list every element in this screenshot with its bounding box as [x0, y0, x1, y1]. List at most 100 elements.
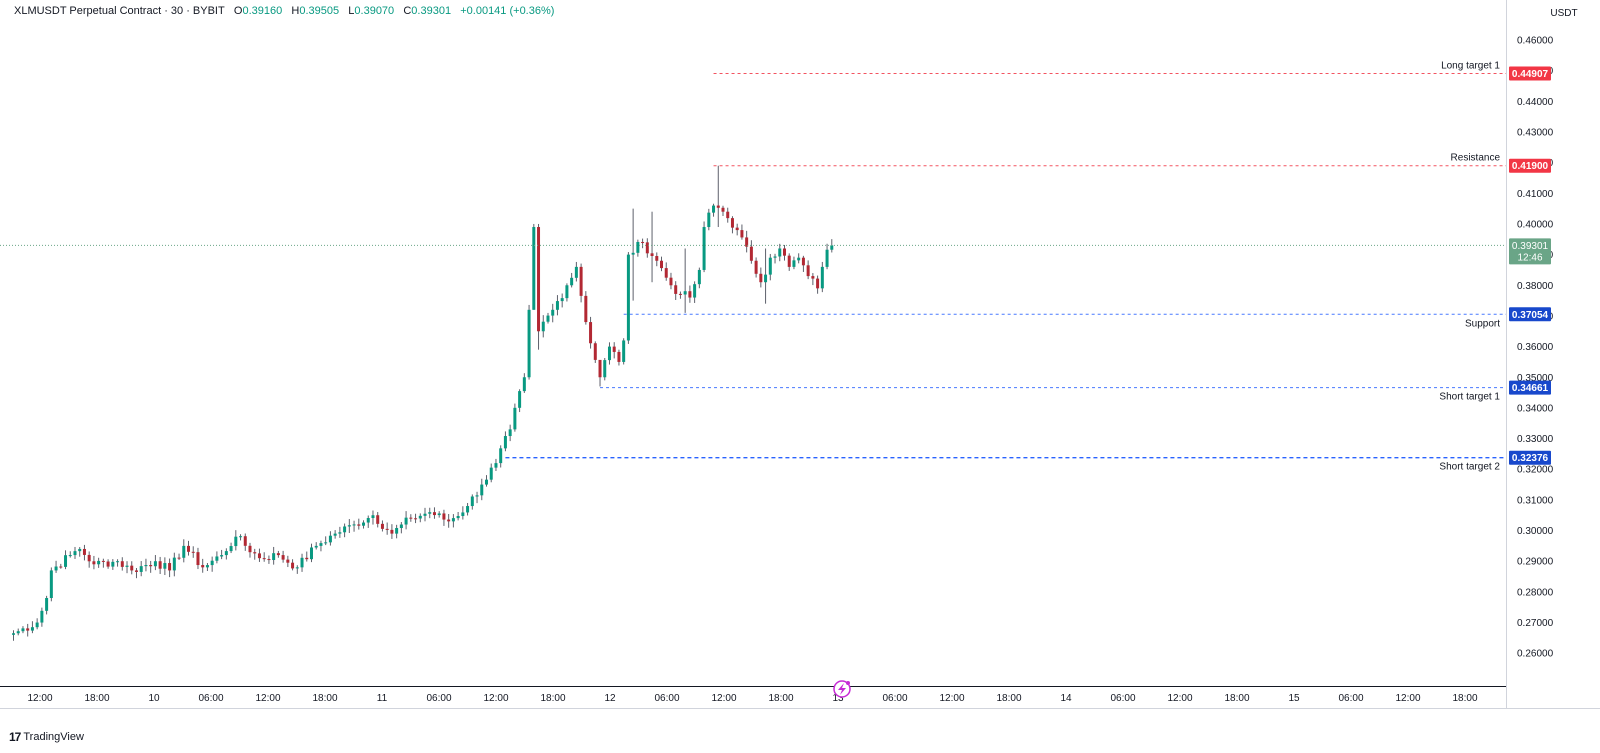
candle[interactable]	[712, 203, 716, 217]
candle[interactable]	[555, 295, 559, 316]
candle[interactable]	[352, 520, 356, 532]
candle[interactable]	[153, 555, 157, 571]
candle[interactable]	[442, 509, 446, 526]
candle[interactable]	[357, 518, 361, 530]
candle[interactable]	[21, 626, 25, 634]
candle[interactable]	[607, 342, 611, 365]
candle[interactable]	[593, 341, 597, 363]
candle[interactable]	[30, 621, 34, 634]
candle[interactable]	[418, 513, 422, 523]
candle[interactable]	[73, 546, 77, 559]
candle[interactable]	[253, 548, 257, 560]
candle[interactable]	[825, 243, 829, 270]
candle[interactable]	[286, 555, 290, 568]
candle[interactable]	[787, 253, 791, 271]
candle[interactable]	[574, 261, 578, 282]
candle[interactable]	[262, 552, 266, 562]
candle[interactable]	[309, 543, 313, 563]
candle[interactable]	[494, 458, 498, 472]
candle[interactable]	[806, 260, 810, 280]
candle[interactable]	[201, 558, 205, 573]
candle[interactable]	[210, 556, 214, 572]
candle[interactable]	[513, 403, 517, 432]
candle[interactable]	[532, 223, 536, 310]
candle[interactable]	[26, 623, 30, 637]
candle[interactable]	[485, 475, 488, 487]
candle[interactable]	[470, 494, 474, 510]
tradingview-logo[interactable]: 17 TradingView	[9, 730, 84, 744]
candle[interactable]	[598, 359, 602, 387]
candle[interactable]	[376, 512, 380, 528]
candle[interactable]	[631, 208, 635, 301]
candle[interactable]	[565, 283, 569, 302]
candle[interactable]	[224, 548, 228, 560]
candle[interactable]	[414, 513, 418, 524]
candle[interactable]	[560, 293, 564, 308]
candle[interactable]	[144, 558, 148, 572]
candle[interactable]	[674, 281, 678, 300]
candle[interactable]	[16, 628, 20, 636]
candle[interactable]	[754, 257, 758, 278]
candle[interactable]	[508, 424, 512, 442]
candle[interactable]	[759, 267, 763, 288]
candle[interactable]	[87, 551, 91, 568]
candle[interactable]	[343, 523, 347, 538]
candle[interactable]	[522, 373, 526, 393]
candle[interactable]	[797, 253, 801, 264]
candle[interactable]	[324, 536, 328, 546]
candle[interactable]	[333, 530, 337, 539]
candle[interactable]	[551, 303, 555, 323]
candle[interactable]	[678, 291, 682, 299]
candle[interactable]	[134, 567, 138, 579]
candle[interactable]	[735, 223, 739, 236]
candle[interactable]	[669, 272, 673, 290]
candle[interactable]	[466, 502, 470, 516]
candle[interactable]	[125, 561, 129, 574]
candle[interactable]	[456, 512, 460, 521]
candle[interactable]	[617, 349, 621, 366]
candle[interactable]	[745, 230, 749, 253]
candle[interactable]	[423, 507, 427, 522]
candle[interactable]	[68, 551, 72, 558]
candle[interactable]	[229, 542, 233, 554]
candle[interactable]	[101, 558, 105, 568]
candle[interactable]	[380, 520, 384, 532]
candle[interactable]	[749, 240, 753, 264]
lightning-icon[interactable]	[833, 680, 851, 698]
candle[interactable]	[257, 548, 261, 562]
candle[interactable]	[390, 524, 394, 539]
candle[interactable]	[366, 515, 370, 528]
candle[interactable]	[660, 256, 664, 272]
candle[interactable]	[385, 522, 389, 535]
candle[interactable]	[347, 519, 351, 533]
candle[interactable]	[778, 243, 782, 262]
candle[interactable]	[111, 559, 115, 570]
candle[interactable]	[697, 267, 701, 289]
candle[interactable]	[546, 312, 550, 324]
candle[interactable]	[371, 510, 375, 525]
candle[interactable]	[399, 522, 403, 534]
candle[interactable]	[541, 315, 545, 338]
candle[interactable]	[702, 221, 706, 273]
candle[interactable]	[49, 567, 53, 602]
candle[interactable]	[215, 551, 219, 564]
candle[interactable]	[768, 253, 772, 281]
candle[interactable]	[64, 550, 68, 570]
candle[interactable]	[721, 205, 725, 216]
candle[interactable]	[272, 546, 276, 565]
candle[interactable]	[276, 550, 280, 558]
candle[interactable]	[187, 540, 191, 556]
candle[interactable]	[409, 514, 413, 522]
candle[interactable]	[792, 256, 796, 270]
currency-unit-button[interactable]: USDT	[1550, 8, 1578, 19]
candle[interactable]	[716, 165, 720, 228]
candle[interactable]	[428, 507, 432, 519]
candle[interactable]	[362, 520, 366, 529]
candle[interactable]	[149, 560, 153, 573]
candle[interactable]	[480, 478, 484, 501]
candle[interactable]	[395, 524, 399, 539]
candle[interactable]	[730, 216, 734, 234]
candle[interactable]	[816, 275, 820, 294]
candle[interactable]	[12, 630, 15, 641]
